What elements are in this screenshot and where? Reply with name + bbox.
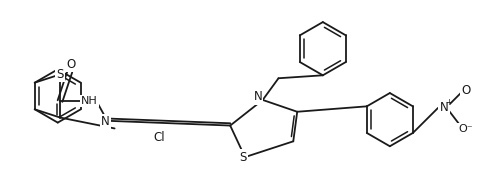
Text: O⁻: O⁻ bbox=[458, 125, 473, 134]
Text: S: S bbox=[56, 68, 64, 81]
Text: Cl: Cl bbox=[153, 131, 165, 144]
Text: O: O bbox=[66, 58, 76, 71]
Text: N: N bbox=[253, 91, 262, 104]
Text: S: S bbox=[239, 151, 247, 163]
Text: N: N bbox=[101, 115, 110, 128]
Text: NH: NH bbox=[81, 96, 98, 106]
Text: +: + bbox=[446, 98, 452, 107]
Text: N: N bbox=[440, 101, 448, 114]
Text: O: O bbox=[461, 84, 470, 97]
